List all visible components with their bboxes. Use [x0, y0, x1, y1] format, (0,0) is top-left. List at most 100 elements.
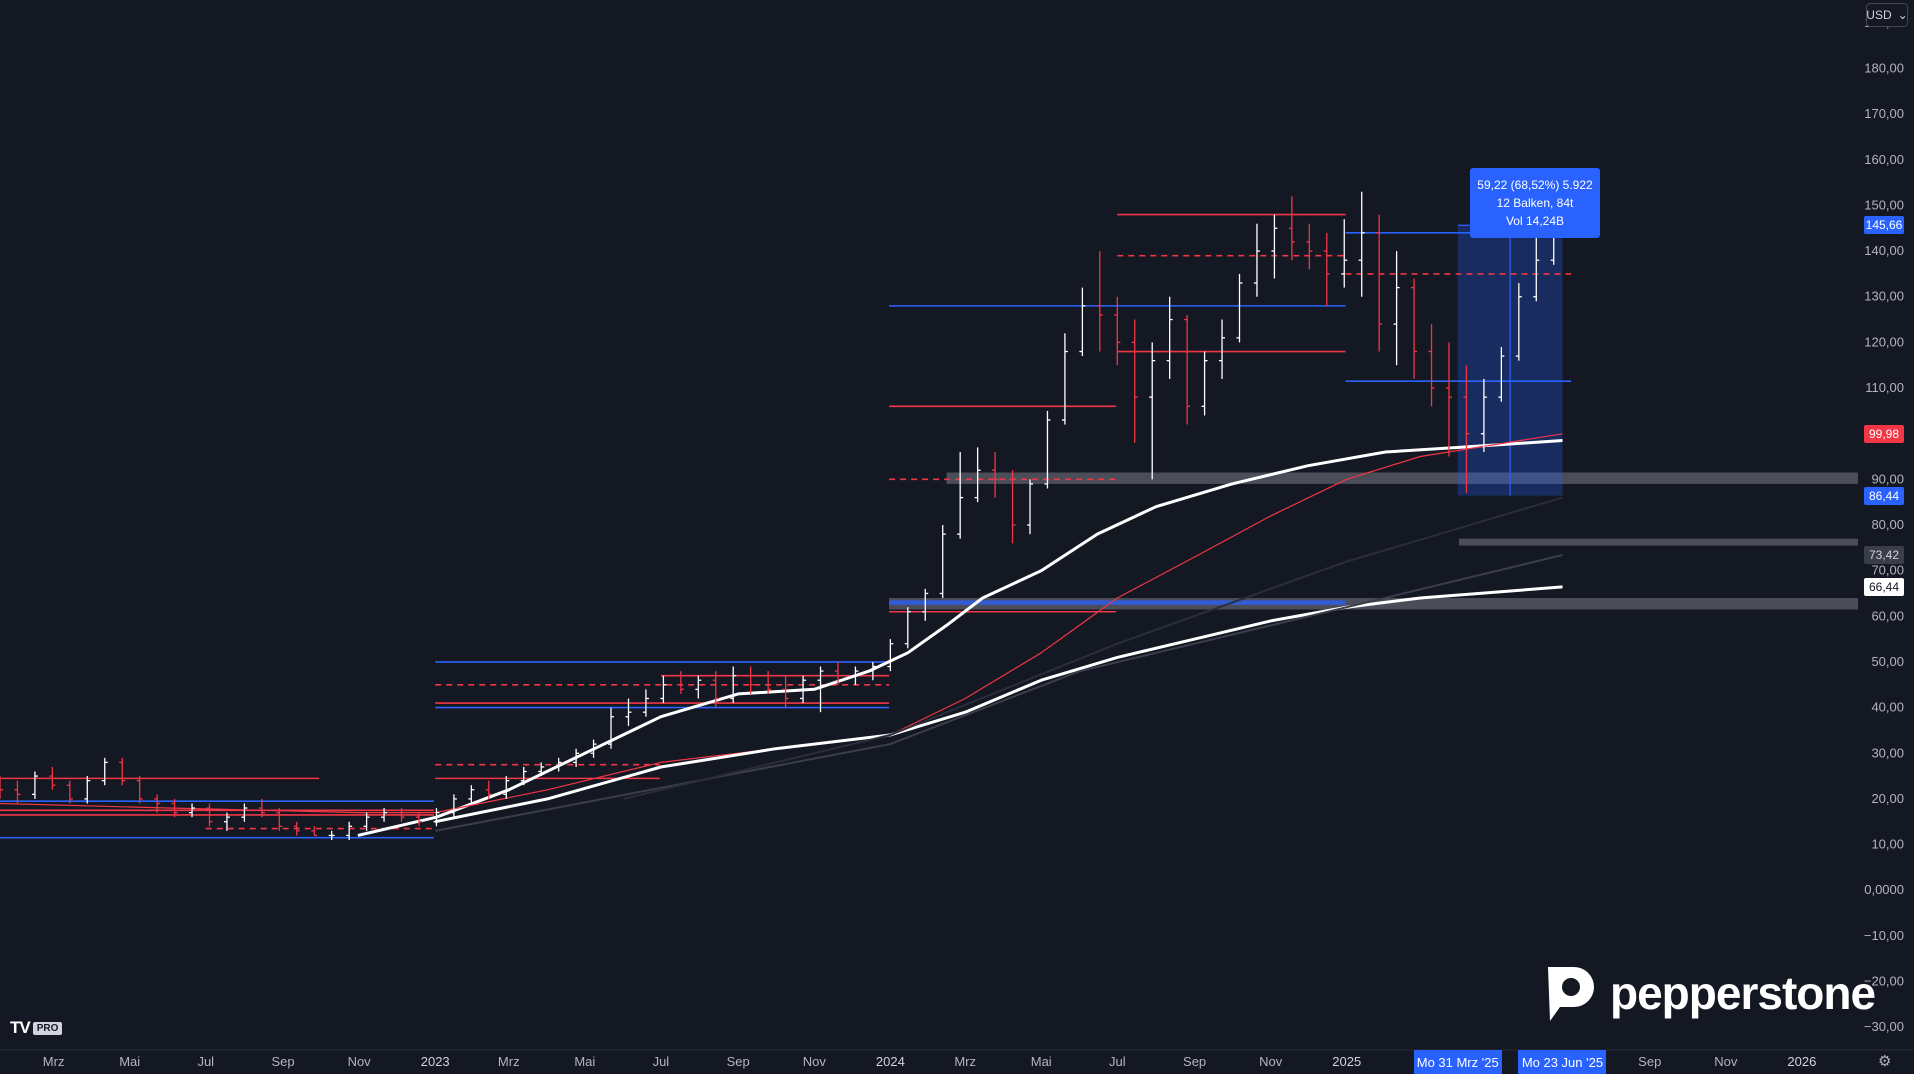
y-tick-label: 180,00	[1864, 60, 1904, 75]
x-tick-label: Nov	[348, 1054, 372, 1069]
y-tick-label: 170,00	[1864, 106, 1904, 121]
ohlc-bar	[101, 757, 108, 786]
ohlc-bar	[1463, 365, 1470, 494]
ohlc-bar	[1096, 251, 1103, 352]
ohlc-bar	[1009, 470, 1016, 544]
moving-average-line	[434, 585, 1563, 824]
x-tick-label: Mai	[574, 1054, 595, 1069]
ohlc-bar	[852, 666, 859, 685]
ohlc-bar	[223, 812, 230, 831]
ohlc-bar	[206, 803, 213, 827]
ohlc-bar	[450, 794, 457, 818]
y-tick-label: 160,00	[1864, 152, 1904, 167]
x-tick-label: 2023	[421, 1054, 450, 1069]
ohlc-bar	[1219, 319, 1226, 379]
ohlc-bar	[154, 794, 161, 813]
x-tick-label: Nov	[1259, 1054, 1283, 1069]
ohlc-bar	[922, 588, 929, 621]
x-tick-label: Jul	[197, 1054, 214, 1069]
ohlc-bar	[293, 821, 300, 836]
ohlc-bar	[1271, 214, 1278, 279]
ohlc-bar	[1323, 232, 1330, 306]
ohlc-bar	[241, 803, 248, 822]
x-tick-label: Jul	[1109, 1054, 1126, 1069]
x-tick-label: 2024	[876, 1054, 905, 1069]
ohlc-bar	[1428, 324, 1435, 407]
date-tag: Mo 31 Mrz '25	[1413, 1050, 1502, 1074]
pepperstone-logo: pepperstone	[1534, 963, 1876, 1023]
measure-volume: Vol 14,24B	[1505, 214, 1565, 228]
ohlc-bar	[276, 808, 283, 831]
measure-tooltip: 59,22 (68,52%) 5.922 12 Balken, 84t Vol …	[1470, 168, 1600, 238]
ohlc-bar	[817, 666, 824, 713]
ohlc-bar	[363, 812, 370, 831]
pro-badge: PRO	[32, 1021, 63, 1035]
ohlc-bar	[747, 666, 754, 694]
ohlc-bar	[957, 451, 964, 539]
x-tick-label: Mai	[1031, 1054, 1052, 1069]
y-tick-label: 80,00	[1871, 517, 1904, 532]
ohlc-bar	[1149, 342, 1156, 480]
moving-average-line	[623, 496, 1563, 800]
ohlc-bar	[730, 666, 737, 704]
ohlc-bar	[712, 671, 719, 708]
x-tick-label: Sep	[1638, 1054, 1661, 1069]
ohlc-bar	[1498, 346, 1505, 402]
ohlc-bar	[1114, 296, 1121, 366]
ohlc-bar	[695, 675, 702, 699]
ohlc-bar	[415, 812, 422, 827]
ohlc-bar	[468, 785, 475, 804]
ohlc-bar	[765, 671, 772, 694]
ohlc-bar	[66, 780, 73, 804]
date-tag: Mo 23 Jun '25	[1518, 1050, 1607, 1074]
y-tick-label: 110,00	[1865, 380, 1904, 395]
ohlc-bar	[1079, 287, 1086, 357]
ohlc-bar	[381, 808, 388, 822]
y-tick-label: 90,00	[1871, 471, 1904, 486]
y-tick-label: −30,00	[1864, 1019, 1904, 1034]
gear-icon[interactable]: ⚙	[1878, 1053, 1892, 1070]
ohlc-bar	[503, 776, 510, 799]
y-tick-label: 150,00	[1864, 197, 1904, 212]
ohlc-bar	[14, 780, 21, 804]
y-tick-label: 140,00	[1864, 243, 1904, 258]
x-tick-label: Sep	[727, 1054, 750, 1069]
price-tag: 86,44	[1864, 486, 1904, 505]
moving-average-line	[435, 554, 1563, 832]
ohlc-bar	[1131, 319, 1138, 443]
ohlc-bar	[939, 525, 946, 599]
ohlc-bar	[398, 808, 405, 822]
pepperstone-p-icon	[1548, 967, 1594, 1021]
currency-label: USD	[1866, 8, 1892, 22]
ohlc-bar	[974, 447, 981, 503]
ohlc-bar	[346, 821, 353, 840]
chevron-down-icon: ⌄	[1897, 8, 1908, 22]
y-tick-label: 120,00	[1864, 334, 1904, 349]
ohlc-bar	[834, 661, 841, 685]
y-tick-label: −20,00	[1864, 974, 1904, 989]
x-tick-label: Mrz	[498, 1054, 520, 1069]
ohlc-bar	[1393, 251, 1400, 366]
x-tick-label: Mai	[119, 1054, 140, 1069]
ohlc-bar	[625, 698, 632, 726]
ohlc-bar	[258, 798, 265, 818]
ohlc-bar	[1166, 296, 1173, 379]
tradingview-logo[interactable]: TV PRO	[10, 1018, 63, 1038]
ohlc-bar	[1480, 378, 1487, 452]
price-tag: 99,98	[1864, 424, 1904, 443]
x-tick-label: 2025	[1332, 1054, 1361, 1069]
ohlc-bar	[992, 451, 999, 498]
ohlc-bar	[800, 675, 807, 704]
zone-band	[1458, 538, 1858, 546]
currency-selector[interactable]: USD ⌄	[1866, 3, 1908, 27]
zone-band	[946, 472, 1858, 484]
y-tick-label: 60,00	[1871, 608, 1904, 623]
ohlc-bar	[555, 757, 562, 772]
ohlc-bar	[590, 739, 597, 758]
ohlc-bar	[1288, 196, 1295, 261]
ohlc-bar	[119, 757, 126, 786]
ohlc-bar	[1253, 223, 1260, 297]
ohlc-bar	[0, 776, 3, 799]
